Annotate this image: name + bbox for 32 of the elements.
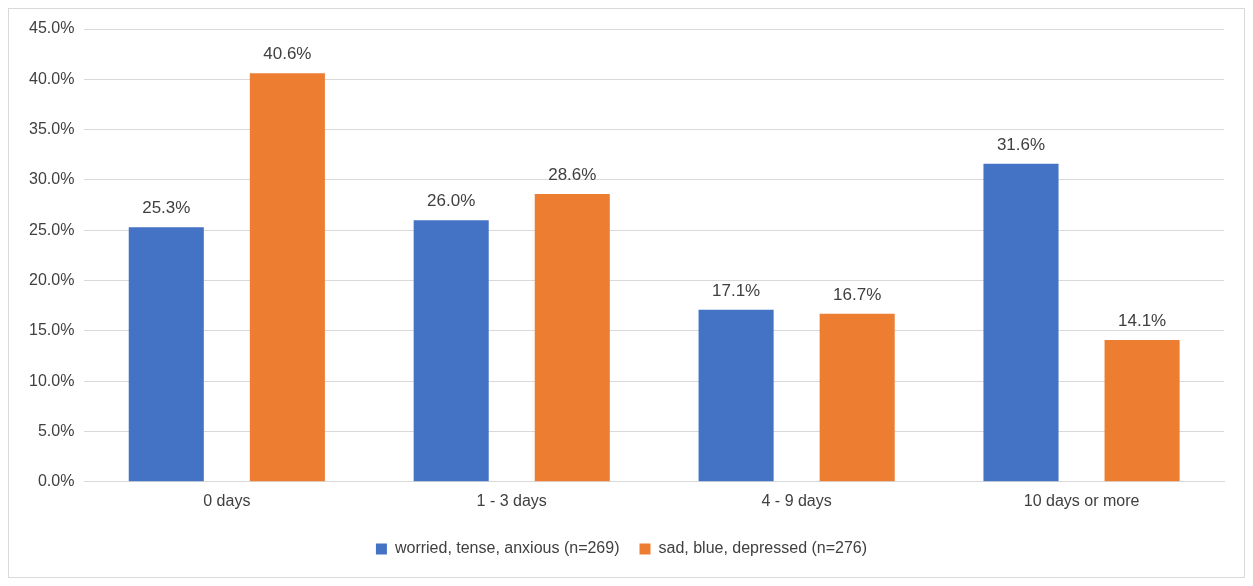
- x-tick-label: 0 days: [203, 491, 251, 509]
- data-label: 17.1%: [711, 280, 761, 300]
- bar: [128, 227, 204, 482]
- bar: [819, 313, 895, 482]
- bar: [413, 220, 489, 482]
- y-tick-label: 15.0%: [28, 321, 75, 339]
- bar: [983, 163, 1059, 482]
- x-tick-label: 4 - 9 days: [761, 491, 832, 509]
- y-tick-label: 25.0%: [28, 220, 75, 238]
- y-tick-label: 35.0%: [28, 120, 75, 138]
- data-label: 40.6%: [263, 44, 312, 64]
- y-tick-label: 45.0%: [28, 19, 75, 37]
- bar: [1104, 339, 1180, 482]
- bar: [698, 309, 774, 482]
- data-label: 14.1%: [1117, 311, 1167, 331]
- data-label: 16.7%: [833, 284, 882, 304]
- x-tick-label: 1 - 3 days: [476, 491, 547, 509]
- legend-label: worried, tense, anxious (n=269): [393, 539, 620, 557]
- y-tick-label: 10.0%: [28, 371, 75, 389]
- bar: [534, 194, 610, 482]
- y-tick-label: 20.0%: [28, 270, 75, 288]
- y-tick-label: 5.0%: [37, 421, 75, 439]
- x-tick-label: 10 days or more: [1023, 491, 1140, 509]
- data-label: 26.0%: [427, 191, 476, 211]
- data-label: 31.6%: [996, 135, 1046, 155]
- legend-label: sad, blue, depressed (n=276): [658, 539, 868, 557]
- y-tick-label: 0.0%: [37, 472, 75, 490]
- y-tick-label: 30.0%: [28, 170, 75, 188]
- y-tick-label: 40.0%: [28, 69, 75, 87]
- data-label: 25.3%: [142, 198, 191, 218]
- data-label: 28.6%: [548, 165, 597, 185]
- bar: [249, 73, 325, 482]
